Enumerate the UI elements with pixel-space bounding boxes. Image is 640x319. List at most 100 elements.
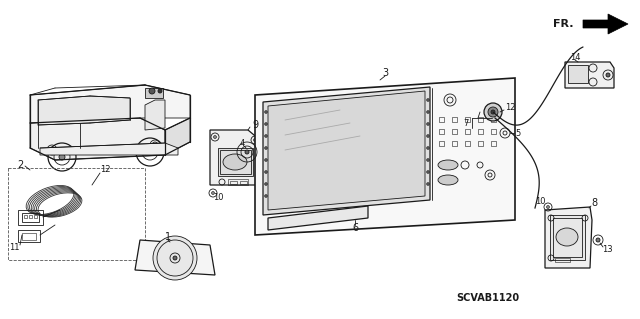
Text: 12: 12 [100, 166, 110, 174]
Text: 6: 6 [352, 223, 358, 233]
Ellipse shape [438, 160, 458, 170]
Ellipse shape [438, 175, 458, 185]
Circle shape [149, 88, 155, 94]
Bar [22, 233, 36, 240]
Polygon shape [268, 206, 368, 230]
Ellipse shape [223, 154, 247, 170]
Circle shape [596, 238, 600, 242]
Circle shape [484, 103, 502, 121]
Polygon shape [255, 78, 515, 235]
Bar [478, 141, 483, 146]
Text: 8: 8 [591, 198, 597, 208]
Circle shape [264, 159, 268, 161]
Polygon shape [263, 87, 430, 215]
Bar [465, 141, 470, 146]
Polygon shape [545, 207, 592, 268]
Text: 4: 4 [239, 138, 244, 147]
Bar [18, 230, 40, 242]
Circle shape [153, 236, 197, 280]
Circle shape [173, 256, 177, 260]
Text: 10: 10 [212, 194, 223, 203]
Bar [491, 141, 496, 146]
Bar [568, 65, 588, 83]
Polygon shape [135, 240, 215, 275]
Polygon shape [565, 62, 614, 88]
Bar [240, 181, 247, 184]
Circle shape [264, 135, 268, 137]
Circle shape [264, 122, 268, 125]
Polygon shape [145, 100, 165, 130]
Circle shape [147, 149, 153, 155]
Bar [478, 117, 483, 122]
Bar [34, 215, 37, 218]
Circle shape [606, 73, 610, 77]
Circle shape [426, 146, 429, 150]
Polygon shape [38, 96, 130, 125]
Circle shape [491, 110, 495, 114]
Bar [478, 129, 483, 134]
Circle shape [152, 142, 158, 148]
Circle shape [214, 136, 216, 138]
Bar [145, 88, 163, 98]
Text: 7: 7 [463, 118, 468, 128]
Circle shape [264, 170, 268, 174]
Circle shape [264, 146, 268, 150]
Polygon shape [268, 91, 425, 210]
Bar [553, 218, 582, 257]
Circle shape [426, 110, 429, 114]
Circle shape [426, 159, 429, 161]
Circle shape [158, 89, 162, 93]
Bar [218, 148, 253, 176]
Bar [29, 215, 32, 218]
Text: 12: 12 [505, 102, 515, 112]
Bar [452, 117, 457, 122]
Bar [555, 258, 570, 262]
Polygon shape [40, 143, 178, 155]
Bar [220, 150, 251, 174]
Bar [491, 117, 496, 122]
Bar [491, 129, 496, 134]
Bar [452, 141, 457, 146]
Polygon shape [30, 118, 165, 160]
Circle shape [245, 150, 249, 154]
Circle shape [253, 138, 257, 142]
Circle shape [264, 110, 268, 114]
Ellipse shape [556, 228, 578, 246]
Bar [228, 179, 248, 185]
Circle shape [211, 191, 214, 195]
Circle shape [547, 205, 550, 209]
Bar [465, 117, 470, 122]
Text: 2: 2 [17, 160, 23, 170]
Circle shape [426, 182, 429, 186]
Text: 1: 1 [165, 232, 171, 242]
Bar [439, 141, 444, 146]
Polygon shape [30, 85, 190, 123]
Bar [18, 210, 43, 225]
Text: 13: 13 [602, 246, 612, 255]
Circle shape [488, 107, 498, 117]
Circle shape [264, 182, 268, 186]
Bar [22, 213, 39, 222]
Text: 3: 3 [382, 68, 388, 78]
Text: 9: 9 [252, 120, 258, 130]
Bar [230, 181, 237, 184]
Circle shape [426, 122, 429, 125]
Polygon shape [165, 118, 190, 155]
Text: 11: 11 [9, 242, 19, 251]
Text: SCVAB1120: SCVAB1120 [456, 293, 520, 303]
Bar [452, 129, 457, 134]
Text: 10: 10 [535, 197, 545, 206]
Bar [465, 129, 470, 134]
Bar [439, 129, 444, 134]
Polygon shape [583, 14, 628, 34]
Bar [24, 215, 27, 218]
Text: 5: 5 [515, 129, 520, 137]
Circle shape [264, 195, 268, 197]
Circle shape [426, 135, 429, 137]
Circle shape [49, 147, 55, 153]
Text: FR.: FR. [552, 19, 573, 29]
Circle shape [426, 99, 429, 101]
Circle shape [59, 154, 65, 160]
Circle shape [426, 170, 429, 174]
Polygon shape [210, 130, 260, 185]
